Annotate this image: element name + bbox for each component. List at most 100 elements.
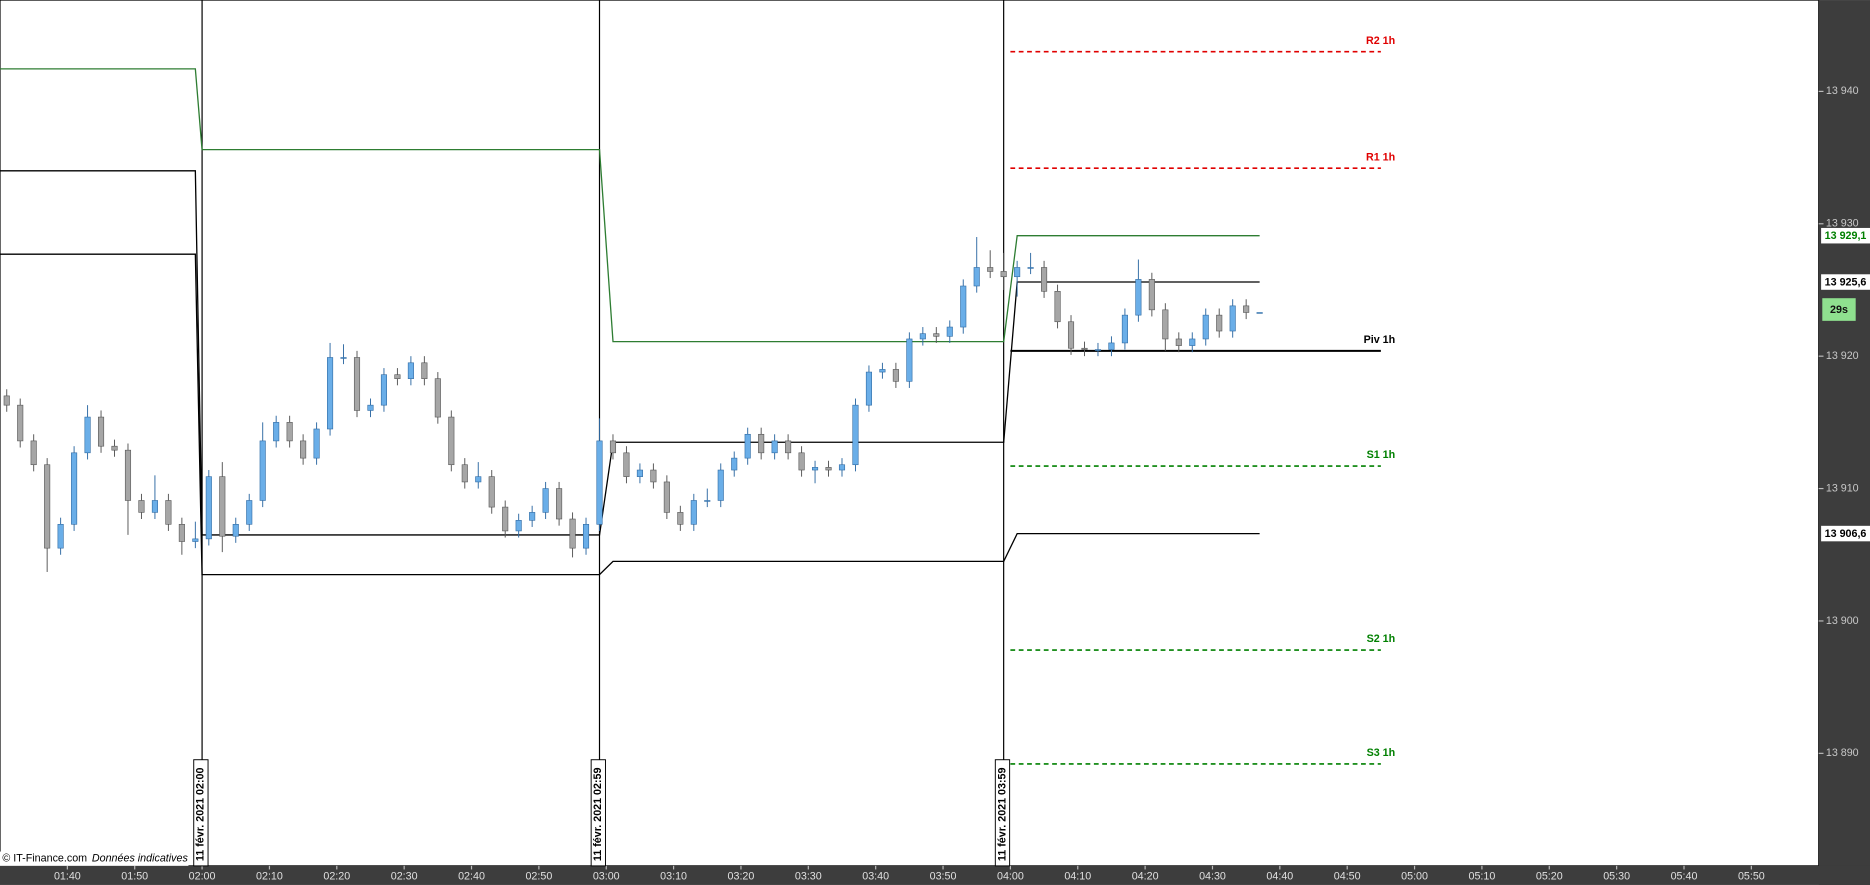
candle-body xyxy=(84,416,91,454)
candle-body xyxy=(690,500,697,525)
pivot-label: S3 1h xyxy=(1367,747,1396,759)
x-tick-label: 03:30 xyxy=(795,870,822,882)
candle-body xyxy=(1175,338,1182,346)
level-line xyxy=(0,68,1260,343)
x-tick-label: 02:20 xyxy=(323,870,350,882)
price-label-box xyxy=(1821,274,1870,290)
separator-label-box xyxy=(590,759,606,867)
candle-body xyxy=(205,476,212,540)
price-label-box xyxy=(1821,227,1870,244)
candle-body xyxy=(138,500,145,513)
candle-body xyxy=(192,538,199,542)
y-tick-label: 13 890 xyxy=(1826,747,1859,759)
candle-body xyxy=(17,404,24,442)
pivot-label: Piv 1h xyxy=(1364,334,1396,346)
candle-body xyxy=(1054,291,1061,323)
candle-body xyxy=(987,267,994,272)
y-tick-label: 13 940 xyxy=(1826,85,1859,97)
candle-body xyxy=(677,512,684,525)
x-tick-label: 03:00 xyxy=(593,870,620,882)
candle-body xyxy=(178,524,185,542)
pivot-label: R1 1h xyxy=(1366,151,1395,163)
x-tick-label: 01:40 xyxy=(54,870,81,882)
y-axis-panel xyxy=(1818,0,1870,885)
candle-body xyxy=(97,416,105,447)
x-tick-label: 05:50 xyxy=(1738,870,1765,882)
candle-body xyxy=(1067,321,1075,349)
x-tick-label: 02:50 xyxy=(525,870,552,882)
candle-body xyxy=(1229,305,1236,332)
candle-body xyxy=(582,524,590,549)
candle-body xyxy=(1189,338,1196,346)
pivot-label: S1 1h xyxy=(1367,449,1396,461)
candle-body xyxy=(717,469,724,501)
candle-body xyxy=(1041,267,1048,292)
candle-body xyxy=(1108,342,1115,350)
separator-label-box xyxy=(994,759,1011,867)
candle-body xyxy=(1216,314,1223,332)
candle-body xyxy=(353,357,361,411)
candle-body xyxy=(825,467,832,471)
candle-body xyxy=(30,440,37,466)
candle-body xyxy=(1081,347,1088,350)
candle-body xyxy=(1135,279,1142,316)
candle-body xyxy=(1148,279,1155,311)
candle-body xyxy=(421,362,428,379)
countdown: 29s xyxy=(1830,304,1848,316)
candle-body xyxy=(785,440,792,454)
candle-body xyxy=(704,500,711,502)
candle-body xyxy=(933,333,940,337)
candle-body xyxy=(380,374,387,406)
footer-box xyxy=(0,851,189,866)
pivot-label: S2 1h xyxy=(1367,633,1396,645)
candle-body xyxy=(448,416,455,466)
candle-body xyxy=(879,369,886,373)
candle-body xyxy=(596,440,603,525)
candle-body xyxy=(556,488,563,520)
x-tick-label: 05:30 xyxy=(1603,870,1630,882)
x-tick-label: 05:10 xyxy=(1469,870,1496,882)
candle-body xyxy=(340,357,347,359)
separator-label: 11 févr. 2021 02:59 xyxy=(592,767,604,861)
candle-body xyxy=(407,362,414,379)
candle-body xyxy=(502,506,509,532)
candle-body xyxy=(731,457,738,471)
candle-body xyxy=(124,449,132,501)
candle-body xyxy=(812,467,819,471)
candle-body xyxy=(434,378,441,418)
candle-body xyxy=(461,464,468,483)
x-tick-label: 03:20 xyxy=(728,870,755,882)
candle-body xyxy=(313,428,320,459)
candle-body xyxy=(300,440,307,459)
candle-body xyxy=(865,371,872,406)
candle-body xyxy=(636,469,643,477)
plot-area xyxy=(0,0,1820,867)
candle-body xyxy=(1243,305,1250,313)
candle-body xyxy=(475,476,482,483)
pivot-label: R2 1h xyxy=(1366,35,1395,47)
x-tick-label: 03:40 xyxy=(862,870,889,882)
candle-body xyxy=(650,469,657,483)
candle-body xyxy=(973,267,980,287)
candle-body xyxy=(3,395,10,406)
candle-body xyxy=(327,357,334,430)
candle-body xyxy=(57,524,64,549)
separator-label: 11 févr. 2021 03:59 xyxy=(996,767,1008,861)
candle-body xyxy=(1000,271,1007,278)
candle-body xyxy=(232,524,239,537)
price-label: 13 906,6 xyxy=(1825,528,1867,540)
candle-body xyxy=(744,433,751,459)
candle-body xyxy=(906,338,913,382)
x-axis-panel xyxy=(0,865,1870,885)
price-label-box xyxy=(1821,525,1870,542)
candle-body xyxy=(44,464,51,549)
candle-body xyxy=(852,404,859,466)
x-tick-label: 04:20 xyxy=(1132,870,1159,882)
y-tick-label: 13 910 xyxy=(1826,482,1859,494)
candle-body xyxy=(394,374,401,379)
candle-body xyxy=(246,500,253,525)
candle-body xyxy=(259,440,266,501)
candle-body xyxy=(1027,267,1034,269)
footer-note: Données indicatives xyxy=(92,853,189,865)
